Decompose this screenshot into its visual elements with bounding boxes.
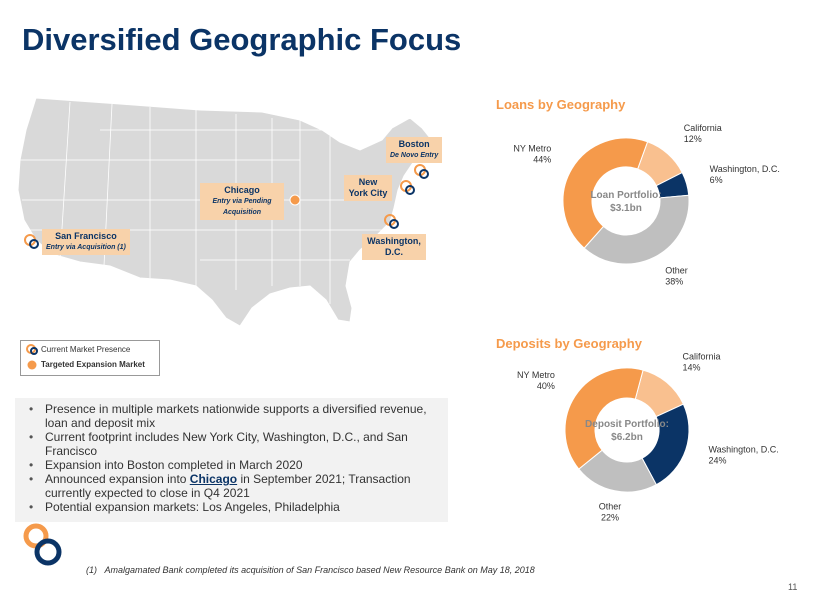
logo: [23, 523, 62, 566]
map-label: Chicago Entry via Pending Acquisition: [200, 183, 284, 220]
slice-name: Other: [665, 266, 688, 276]
city: Washington, D.C.: [367, 236, 421, 257]
footnote-text: Amalgamated Bank completed its acquisiti…: [104, 565, 535, 575]
donut-slice: [583, 194, 690, 265]
slice-name: NY Metro: [513, 143, 551, 153]
slice-name: Washington, D.C.: [709, 444, 779, 454]
slice-name: Other: [599, 501, 622, 511]
bullet: Presence in multiple markets nationwide …: [29, 402, 448, 430]
slice-value: 12%: [684, 134, 702, 144]
footnote: (1) Amalgamated Bank completed its acqui…: [86, 565, 535, 575]
map-label: New York City: [344, 175, 392, 201]
bullet-text: Announced expansion into: [45, 472, 190, 486]
city: Chicago: [224, 185, 260, 195]
map-legend: Current Market Presence Targeted Expansi…: [20, 340, 160, 376]
city-note: Entry via Pending Acquisition: [212, 198, 272, 216]
slice-value: 44%: [533, 154, 551, 164]
chart-title: Deposits by Geography: [496, 336, 642, 351]
center-value: $3.1bn: [610, 203, 642, 214]
bullet: Announced expansion into Chicago in Sept…: [29, 472, 448, 500]
slice-name: Washington, D.C.: [710, 164, 780, 174]
map-label: Boston De Novo Entry: [386, 137, 443, 163]
center-value: $6.2bn: [611, 432, 643, 443]
city: New York City: [348, 177, 388, 198]
bullet-box: Presence in multiple markets nationwide …: [15, 398, 448, 522]
map-label: San Francisco Entry via Acquisition (1): [42, 229, 130, 255]
donut-slice: [564, 367, 644, 470]
city-note: De Novo Entry: [390, 152, 439, 159]
city-note: Entry via Acquisition (1): [46, 244, 126, 251]
bullet-list: Presence in multiple markets nationwide …: [15, 402, 448, 514]
footnote-marker: (1): [86, 565, 97, 575]
center-label: Loan Portfolio:: [590, 190, 661, 201]
slice-name: California: [684, 123, 722, 133]
chicago-link[interactable]: Chicago: [189, 472, 238, 486]
legend-icon: [26, 344, 38, 355]
map-label: Washington, D.C.: [362, 234, 426, 260]
bullet-text: in September 2021; Transaction currently…: [45, 472, 411, 500]
slice-value: 22%: [601, 512, 619, 522]
city: San Francisco: [55, 231, 117, 241]
page-number: 11: [788, 582, 798, 592]
slice-value: 24%: [709, 455, 727, 465]
slide-title: Diversified Geographic Focus: [22, 22, 462, 57]
bullet: Potential expansion markets: Los Angeles…: [29, 500, 448, 514]
center-label: Deposit Portfolio:: [585, 419, 669, 430]
donut-slice: [562, 137, 649, 249]
slice-value: 40%: [537, 381, 555, 391]
legend-text: Current Market Presence: [41, 345, 131, 354]
slice-value: 6%: [710, 175, 723, 185]
slice-value: 14%: [683, 362, 701, 372]
slice-name: NY Metro: [517, 370, 555, 380]
bullet: Expansion into Boston completed in March…: [29, 458, 448, 472]
legend-icon: [27, 360, 37, 370]
slice-name: California: [683, 351, 721, 361]
chart-title: Loans by Geography: [496, 97, 626, 112]
bullet: Current footprint includes New York City…: [29, 430, 448, 458]
legend-text: Targeted Expansion Market: [41, 360, 145, 369]
slice-value: 38%: [665, 277, 683, 287]
chicago-marker: [289, 194, 301, 206]
market-icons: [24, 164, 429, 249]
city: Boston: [398, 139, 430, 149]
